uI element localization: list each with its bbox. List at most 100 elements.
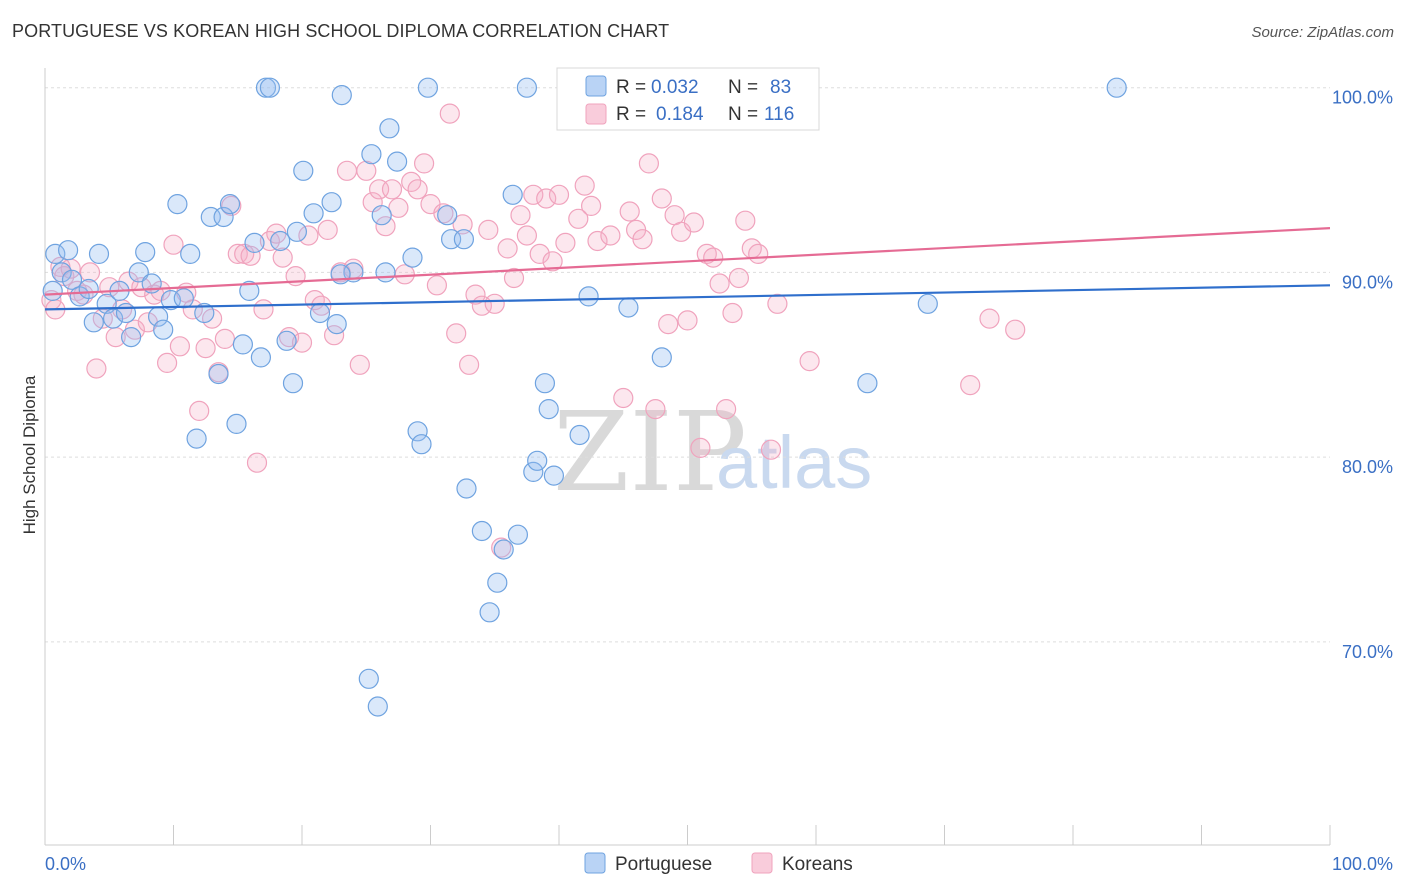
trend-lines: [44, 227, 1331, 311]
point-portuguese-0: [42, 280, 63, 301]
point-portuguese-67: [527, 450, 548, 471]
point-portuguese-54: [417, 77, 438, 98]
point-portuguese-2: [51, 262, 72, 283]
point-koreans-95: [658, 314, 679, 335]
point-portuguese-26: [208, 363, 229, 385]
point-koreans-89: [619, 201, 640, 222]
point-portuguese-62: [493, 539, 514, 560]
point-koreans-75: [516, 225, 538, 246]
point-portuguese-81: [330, 264, 351, 285]
point-portuguese-82: [375, 262, 396, 283]
point-koreans-19: [157, 352, 178, 373]
y-axis-title: High School Diploma: [20, 375, 39, 534]
point-koreans-47: [336, 160, 358, 181]
point-portuguese-76: [857, 373, 878, 394]
point-portuguese-61: [487, 572, 508, 593]
legend-r-value-portuguese: 0.032: [651, 77, 699, 98]
point-portuguese-47: [361, 144, 382, 165]
point-portuguese-22: [180, 243, 201, 264]
point-koreans-110: [760, 439, 782, 460]
point-portuguese-78: [1106, 77, 1127, 98]
point-koreans-76: [523, 184, 544, 205]
point-portuguese-50: [387, 151, 408, 172]
point-koreans-50: [356, 160, 377, 181]
trend-line-koreans: [44, 227, 1331, 296]
legend-n-value-portuguese: 83: [770, 77, 791, 98]
data-points: [41, 77, 1127, 717]
point-portuguese-49: [379, 118, 400, 139]
point-portuguese-35: [259, 77, 280, 98]
point-portuguese-37: [276, 330, 297, 351]
point-koreans-78: [536, 188, 557, 209]
point-portuguese-8: [88, 243, 110, 264]
point-portuguese-14: [128, 262, 149, 283]
point-koreans-61: [426, 275, 447, 296]
point-koreans-66: [459, 354, 480, 375]
point-koreans-80: [548, 184, 570, 205]
point-koreans-58: [407, 179, 428, 200]
legend-r-label-koreans: R =: [616, 104, 646, 125]
x-tick-label-min: 0.0%: [45, 854, 86, 874]
point-portuguese-68: [534, 373, 556, 394]
source-credit: Source: ZipAtlas.com: [1251, 24, 1394, 41]
point-portuguese-72: [578, 286, 599, 307]
point-koreans-74: [510, 205, 531, 226]
point-koreans-85: [580, 195, 602, 216]
legend-r-label-portuguese: R =: [616, 77, 646, 98]
point-koreans-53: [375, 216, 396, 237]
point-portuguese-63: [502, 184, 523, 205]
point-koreans-87: [600, 225, 621, 246]
point-portuguese-58: [456, 478, 477, 499]
point-koreans-25: [195, 338, 216, 359]
point-koreans-84: [574, 175, 595, 196]
point-koreans-111: [767, 293, 788, 314]
point-koreans-73: [503, 267, 525, 289]
point-koreans-41: [298, 225, 319, 246]
point-portuguese-4: [61, 269, 83, 290]
point-koreans-104: [715, 399, 737, 420]
point-koreans-114: [979, 308, 1000, 329]
point-portuguese-33: [250, 347, 271, 368]
point-koreans-115: [1005, 319, 1026, 340]
point-koreans-64: [446, 323, 467, 344]
point-portuguese-18: [153, 319, 174, 340]
legend-swatch-koreans: [585, 103, 607, 125]
point-koreans-72: [497, 238, 518, 259]
point-koreans-30: [227, 243, 248, 264]
y-tick-label-90: 90.0%: [1342, 272, 1393, 292]
point-koreans-34: [253, 299, 274, 320]
y-tick-label-100: 100.0%: [1332, 88, 1393, 108]
point-koreans-103: [709, 273, 730, 294]
point-portuguese-6: [78, 278, 99, 300]
point-koreans-43: [311, 295, 332, 316]
y-tick-labels: 70.0% 80.0% 90.0% 100.0%: [1332, 88, 1393, 662]
point-koreans-81: [555, 232, 576, 253]
point-koreans-38: [279, 327, 300, 348]
point-portuguese-66: [523, 461, 544, 482]
point-koreans-15: [131, 277, 152, 298]
bottom-legend-swatch-portuguese: [584, 852, 606, 874]
point-portuguese-53: [411, 434, 432, 455]
point-portuguese-13: [121, 327, 142, 348]
point-koreans-32: [240, 245, 261, 266]
point-portuguese-45: [331, 84, 352, 106]
point-koreans-59: [414, 153, 435, 174]
point-koreans-70: [484, 293, 505, 314]
watermark-atlas: atlas: [716, 421, 872, 504]
point-portuguese-42: [309, 302, 331, 324]
point-koreans-93: [645, 399, 666, 420]
point-portuguese-1: [45, 243, 66, 264]
point-portuguese-39: [286, 221, 307, 242]
point-portuguese-65: [516, 77, 538, 98]
point-koreans-113: [960, 375, 981, 396]
point-koreans-105: [722, 302, 743, 324]
point-portuguese-23: [186, 428, 207, 449]
point-portuguese-31: [239, 280, 260, 301]
point-koreans-112: [799, 351, 820, 372]
point-portuguese-80: [367, 696, 388, 717]
point-koreans-79: [542, 251, 563, 272]
point-koreans-83: [568, 208, 589, 229]
point-portuguese-51: [402, 247, 423, 268]
chart-title: PORTUGUESE VS KOREAN HIGH SCHOOL DIPLOMA…: [12, 21, 670, 41]
point-portuguese-59: [471, 520, 492, 542]
